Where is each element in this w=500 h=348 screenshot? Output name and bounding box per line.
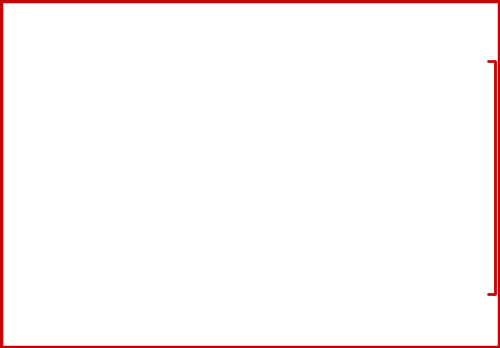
Bar [238, 221, 268, 260]
Bar [238, 177, 268, 221]
Text: 2022年度入学生の場合: 2022年度入学生の場合 [418, 322, 490, 332]
Text: 駿台: 駿台 [459, 10, 471, 20]
Bar [182, 277, 212, 288]
Text: 大学4年間の学費比較: 大学4年間の学費比較 [52, 12, 154, 30]
Bar [292, 201, 322, 244]
FancyBboxPatch shape [438, 6, 492, 41]
Bar [182, 229, 212, 256]
Bar [128, 249, 158, 273]
Bar [182, 288, 212, 299]
Bar [292, 289, 322, 299]
Text: 242.5万円: 242.5万円 [66, 188, 109, 198]
Bar [292, 76, 322, 138]
Bar [72, 255, 103, 277]
Bar [182, 256, 212, 277]
Bar [128, 217, 158, 249]
Text: 282.4万円: 282.4万円 [122, 172, 164, 182]
Bar [128, 185, 158, 217]
Bar [128, 288, 158, 299]
Bar [238, 260, 268, 289]
Bar [292, 244, 322, 289]
Bar [238, 289, 268, 299]
Bar [72, 288, 103, 299]
Legend: 4年次合計, 3年次合計, 2年次合計, 1年次合計, 入学金: 4年次合計, 3年次合計, 2年次合計, 1年次合計, 入学金 [348, 61, 421, 173]
Text: 84: 84 [12, 12, 38, 30]
Bar [182, 203, 212, 229]
FancyBboxPatch shape [6, 6, 44, 41]
Bar [72, 228, 103, 255]
Bar [128, 273, 158, 288]
Bar [72, 201, 103, 228]
Text: 551.2万円: 551.2万円 [286, 63, 329, 73]
Bar [292, 138, 322, 201]
Text: 236.5万円: 236.5万円 [176, 191, 218, 201]
Text: （万円）: （万円） [0, 173, 19, 182]
Text: SUNDAI: SUNDAI [450, 29, 480, 38]
Text: 407.9万円: 407.9万円 [232, 121, 274, 131]
Bar [238, 134, 268, 177]
Bar [72, 277, 103, 288]
